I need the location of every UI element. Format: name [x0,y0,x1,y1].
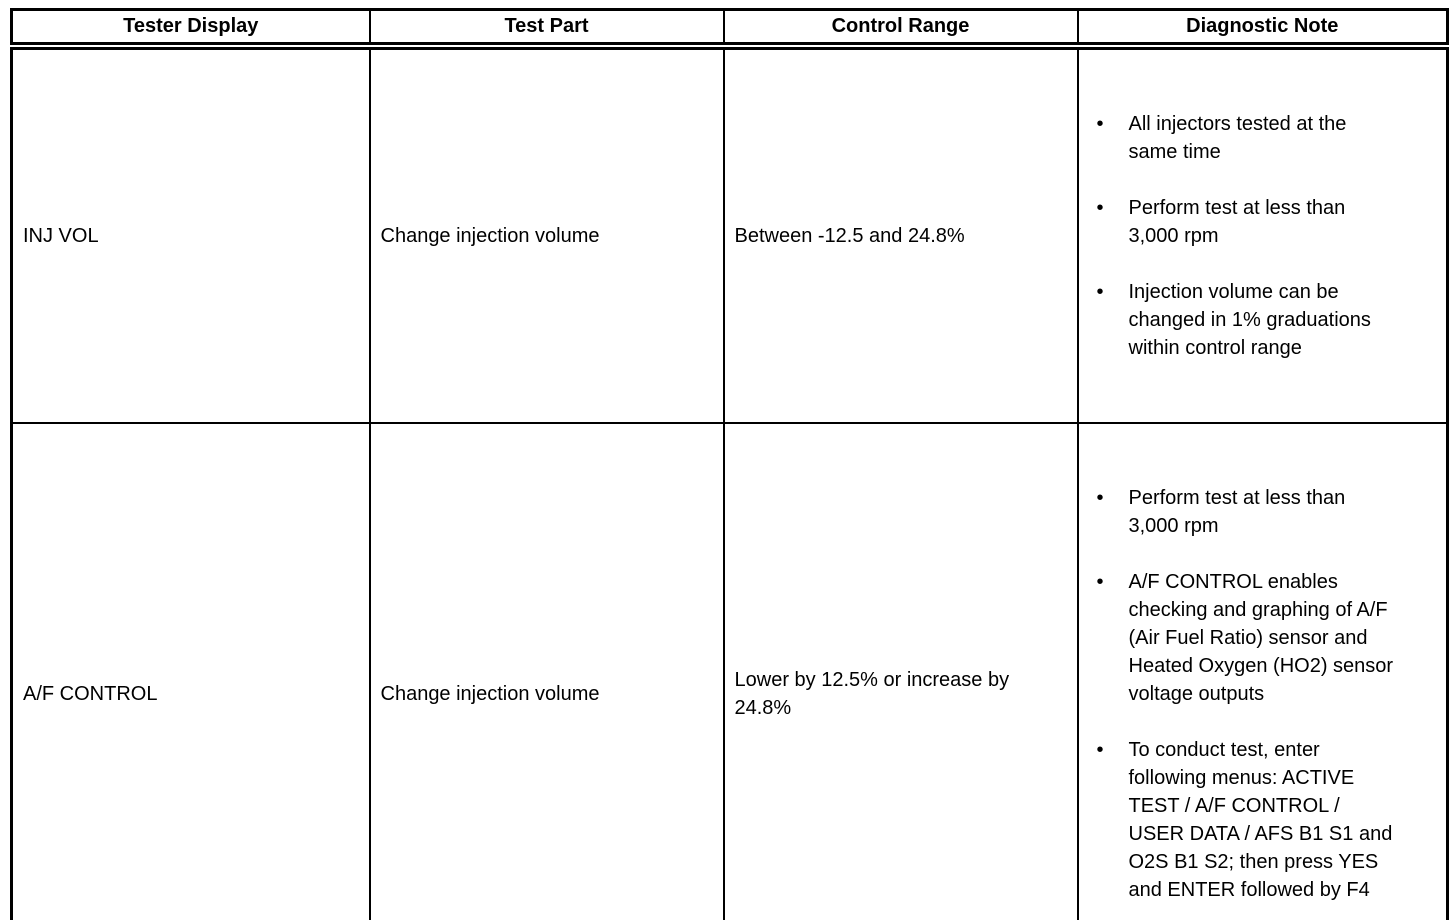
header-diagnostic-note: Diagnostic Note [1076,8,1449,50]
header-test-part: Test Part [368,8,725,50]
table-row: A/F CONTROL Change injection volume Lowe… [10,422,1449,920]
note-bullet: A/F CONTROL enables checking and graphin… [1080,568,1441,708]
table-header-row: Tester Display Test Part Control Range D… [10,8,1449,50]
note-bullet: Perform test at less than 3,000 rpm [1080,484,1441,540]
note-bullet-list: Perform test at less than 3,000 rpm A/F … [1080,456,1441,920]
note-bullet-list: All injectors tested at the same time Pe… [1080,82,1441,390]
table-row: INJ VOL Change injection volume Between … [10,45,1449,424]
note-bullet: Injection volume can be changed in 1% gr… [1080,278,1441,362]
cell-test-part: Change injection volume [368,422,725,920]
note-bullet: Perform test at less than 3,000 rpm [1080,194,1441,250]
cell-control-range: Lower by 12.5% or increase by 24.8% [722,422,1079,920]
cell-tester-display: A/F CONTROL [10,422,371,920]
note-bullet: To conduct test, enter following menus: … [1080,736,1441,904]
header-tester-display: Tester Display [10,8,371,50]
header-control-range: Control Range [722,8,1079,50]
cell-test-part: Change injection volume [368,45,725,424]
cell-diagnostic-note: All injectors tested at the same time Pe… [1076,45,1449,424]
cell-control-range: Between -12.5 and 24.8% [722,45,1079,424]
note-bullet: All injectors tested at the same time [1080,110,1441,166]
cell-diagnostic-note: Perform test at less than 3,000 rpm A/F … [1076,422,1449,920]
active-test-table: Tester Display Test Part Control Range D… [10,8,1449,920]
cell-tester-display: INJ VOL [10,45,371,424]
